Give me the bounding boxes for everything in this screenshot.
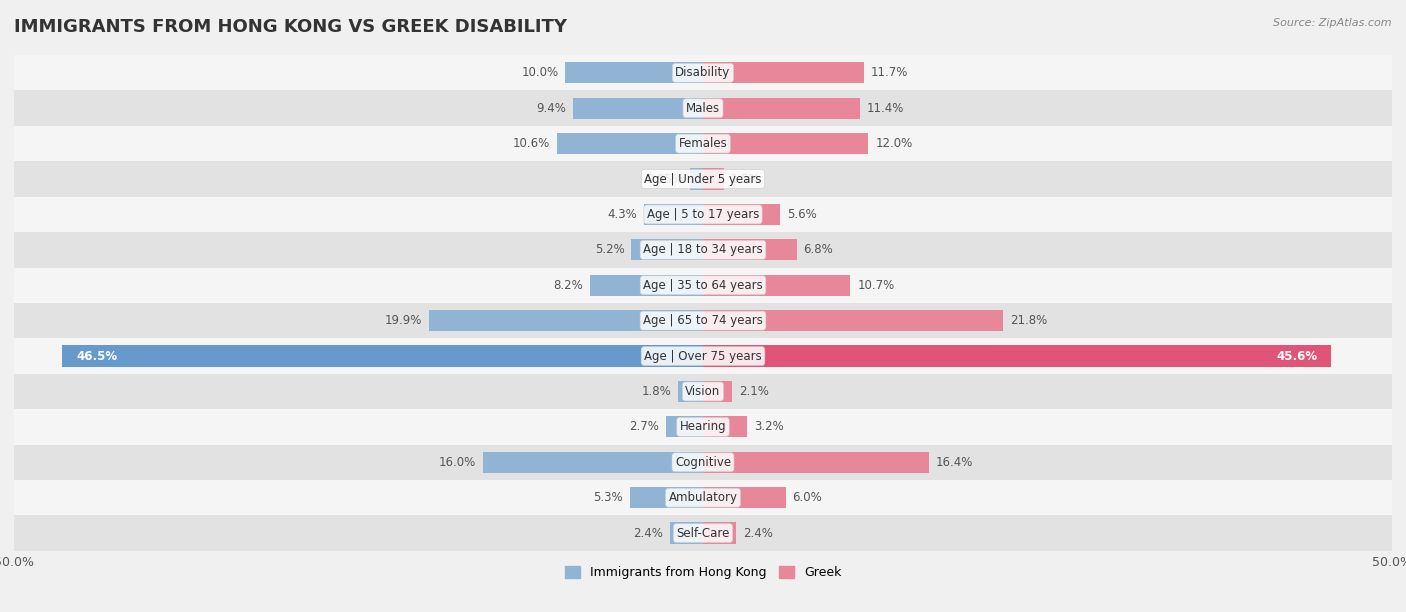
Text: 1.8%: 1.8%	[641, 385, 671, 398]
Bar	[14, 55, 1392, 91]
Legend: Immigrants from Hong Kong, Greek: Immigrants from Hong Kong, Greek	[560, 561, 846, 584]
Bar	[14, 196, 1392, 232]
Text: Hearing: Hearing	[679, 420, 727, 433]
Bar	[644, 204, 703, 225]
Bar	[14, 480, 1392, 515]
Bar	[14, 374, 1392, 409]
Bar	[703, 487, 786, 509]
Bar	[703, 204, 780, 225]
Text: Age | Under 5 years: Age | Under 5 years	[644, 173, 762, 185]
Text: 21.8%: 21.8%	[1011, 314, 1047, 327]
Bar	[703, 381, 733, 402]
Bar	[631, 239, 703, 261]
Bar	[703, 452, 929, 473]
Text: 45.6%: 45.6%	[1277, 349, 1317, 362]
Text: 10.0%: 10.0%	[522, 66, 558, 80]
Text: 0.95%: 0.95%	[645, 173, 683, 185]
Bar	[62, 345, 703, 367]
Bar	[565, 62, 703, 83]
Bar	[669, 523, 703, 543]
Bar	[14, 338, 1392, 374]
Text: 3.2%: 3.2%	[754, 420, 783, 433]
Text: 5.3%: 5.3%	[593, 491, 623, 504]
Bar	[557, 133, 703, 154]
Text: 16.0%: 16.0%	[439, 456, 475, 469]
Text: 10.6%: 10.6%	[513, 137, 550, 150]
Text: 19.9%: 19.9%	[384, 314, 422, 327]
Bar	[703, 133, 869, 154]
Bar	[14, 162, 1392, 196]
Bar	[574, 97, 703, 119]
Text: 5.2%: 5.2%	[595, 244, 624, 256]
Bar	[14, 267, 1392, 303]
Bar	[14, 126, 1392, 162]
Bar	[703, 523, 737, 543]
Text: Age | Over 75 years: Age | Over 75 years	[644, 349, 762, 362]
Text: Age | 35 to 64 years: Age | 35 to 64 years	[643, 278, 763, 292]
Text: 8.2%: 8.2%	[554, 278, 583, 292]
Text: 2.1%: 2.1%	[738, 385, 769, 398]
Text: 11.7%: 11.7%	[872, 66, 908, 80]
Text: Cognitive: Cognitive	[675, 456, 731, 469]
Bar	[429, 310, 703, 331]
Text: 2.4%: 2.4%	[742, 526, 773, 540]
Bar	[678, 381, 703, 402]
Bar	[703, 416, 747, 438]
Bar	[14, 303, 1392, 338]
Text: 6.0%: 6.0%	[793, 491, 823, 504]
Bar	[591, 275, 703, 296]
Bar	[703, 310, 1004, 331]
Text: Source: ZipAtlas.com: Source: ZipAtlas.com	[1274, 18, 1392, 28]
Bar	[703, 345, 1331, 367]
Bar	[703, 168, 724, 190]
Bar	[14, 91, 1392, 126]
Bar	[14, 409, 1392, 444]
Bar	[666, 416, 703, 438]
Text: 1.5%: 1.5%	[731, 173, 761, 185]
Text: 2.4%: 2.4%	[633, 526, 664, 540]
Text: 9.4%: 9.4%	[537, 102, 567, 114]
Text: Vision: Vision	[685, 385, 721, 398]
Bar	[14, 444, 1392, 480]
Text: 5.6%: 5.6%	[787, 208, 817, 221]
Text: Age | 65 to 74 years: Age | 65 to 74 years	[643, 314, 763, 327]
Text: IMMIGRANTS FROM HONG KONG VS GREEK DISABILITY: IMMIGRANTS FROM HONG KONG VS GREEK DISAB…	[14, 18, 567, 36]
Text: Ambulatory: Ambulatory	[668, 491, 738, 504]
Bar	[14, 515, 1392, 551]
Bar	[703, 275, 851, 296]
Bar	[14, 232, 1392, 267]
Text: 16.4%: 16.4%	[936, 456, 973, 469]
Text: 10.7%: 10.7%	[858, 278, 894, 292]
Text: 4.3%: 4.3%	[607, 208, 637, 221]
Text: 2.7%: 2.7%	[628, 420, 659, 433]
Text: 12.0%: 12.0%	[875, 137, 912, 150]
Text: Self-Care: Self-Care	[676, 526, 730, 540]
Bar	[690, 168, 703, 190]
Text: 6.8%: 6.8%	[804, 244, 834, 256]
Text: Disability: Disability	[675, 66, 731, 80]
Bar	[630, 487, 703, 509]
Text: Age | 5 to 17 years: Age | 5 to 17 years	[647, 208, 759, 221]
Text: Age | 18 to 34 years: Age | 18 to 34 years	[643, 244, 763, 256]
Bar	[482, 452, 703, 473]
Text: 46.5%: 46.5%	[76, 349, 117, 362]
Text: 11.4%: 11.4%	[868, 102, 904, 114]
Bar	[703, 62, 865, 83]
Bar	[703, 97, 860, 119]
Text: Females: Females	[679, 137, 727, 150]
Bar	[703, 239, 797, 261]
Text: Males: Males	[686, 102, 720, 114]
